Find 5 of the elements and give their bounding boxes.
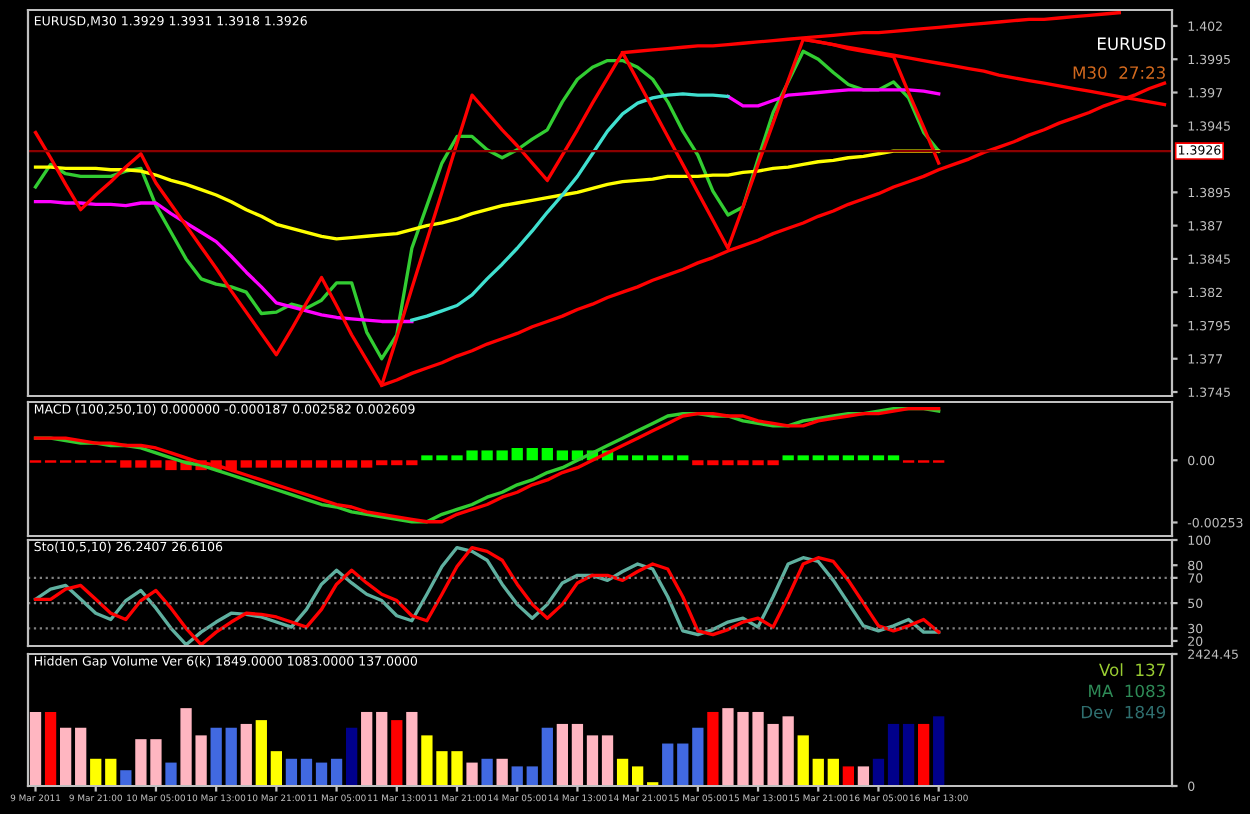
annotation: M30 27:23 xyxy=(1073,66,1165,79)
annotation: Vol 137 xyxy=(1099,663,1165,677)
annotation: MA 1083 xyxy=(1089,684,1165,698)
annotation: Dev 1849 xyxy=(1081,705,1166,719)
annotation: EURUSD xyxy=(1097,37,1166,50)
